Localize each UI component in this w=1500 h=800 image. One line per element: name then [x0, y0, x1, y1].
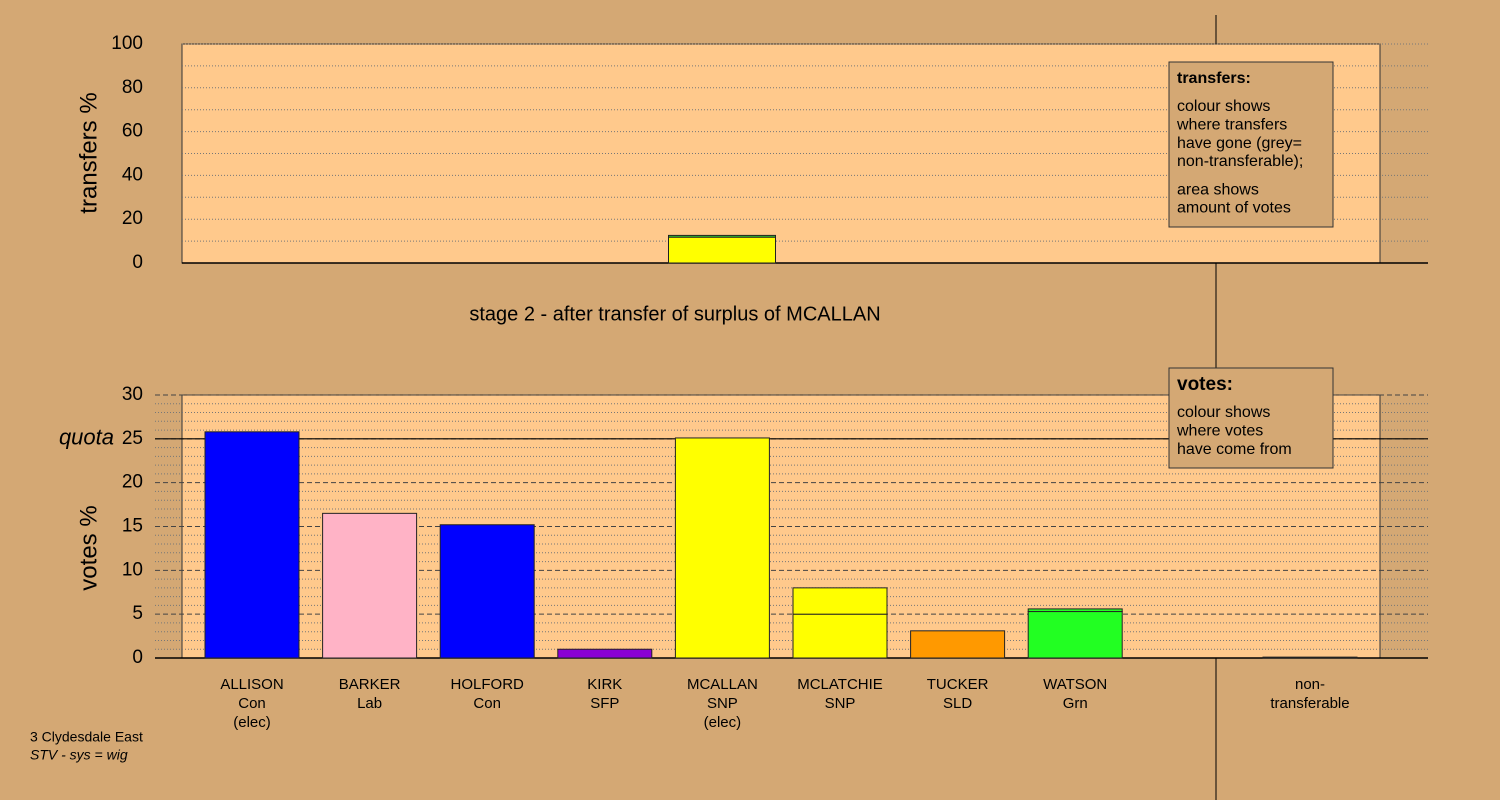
legend-box	[1168, 367, 1334, 469]
x-tick-label: HOLFORD	[451, 676, 525, 693]
bar-segment	[439, 524, 535, 659]
y-tick-label: 20	[122, 208, 143, 229]
x-tick-label: SNP	[825, 695, 856, 712]
legend-text: colour shows	[1177, 404, 1270, 421]
y-tick-label: 5	[132, 603, 143, 624]
x-tick-label: Con	[238, 695, 266, 712]
legend-text: area shows	[1177, 181, 1259, 198]
bar-segment	[322, 512, 418, 659]
y-tick-label: 20	[122, 472, 143, 493]
bar-segment	[204, 431, 300, 659]
legend-text: have come from	[1177, 441, 1292, 458]
chart-title: stage 2 - after transfer of surplus of M…	[469, 303, 880, 325]
y-tick-label: 0	[132, 647, 143, 668]
x-tick-label: SFP	[590, 695, 619, 712]
bar-segment	[668, 236, 776, 264]
bar-segment	[674, 437, 770, 659]
y-tick-label: 100	[111, 33, 143, 54]
legend-text: where votes	[1176, 423, 1263, 440]
y-tick-label: 60	[122, 121, 143, 142]
bar-segment	[668, 234, 776, 238]
y-tick-label: 10	[122, 559, 143, 580]
bar-segment	[1027, 608, 1123, 613]
y-tick-label: 30	[122, 384, 143, 405]
y-tick-label: 0	[132, 252, 143, 273]
y-tick-label: 15	[122, 516, 143, 537]
legend-text: where transfers	[1176, 117, 1287, 134]
bar-segment	[792, 587, 888, 615]
x-tick-label: Con	[473, 695, 501, 712]
legend-text: non-transferable);	[1177, 153, 1303, 170]
x-tick-label: SLD	[943, 695, 972, 712]
legend-title: votes:	[1177, 374, 1233, 395]
bar-segment	[557, 648, 653, 659]
y-tick-label: 80	[122, 77, 143, 98]
x-tick-label: transferable	[1270, 695, 1349, 712]
x-tick-label: KIRK	[587, 676, 622, 693]
x-tick-label: (elec)	[704, 714, 742, 731]
x-tick-label: WATSON	[1043, 676, 1107, 693]
y-axis-label: transfers %	[75, 92, 102, 213]
x-tick-label: MCALLAN	[687, 676, 758, 693]
x-tick-label: ALLISON	[220, 676, 283, 693]
bar-segment	[1262, 656, 1358, 659]
legend-box	[1168, 61, 1334, 228]
x-tick-label: SNP	[707, 695, 738, 712]
footer-line: STV - sys = wig	[30, 747, 128, 763]
x-tick-label: Lab	[357, 695, 382, 712]
legend-text: amount of votes	[1177, 200, 1291, 217]
bar-segment	[910, 630, 1006, 659]
x-tick-label: non-	[1295, 676, 1325, 693]
bar-segment	[1027, 611, 1123, 659]
x-tick-label: MCLATCHIE	[797, 676, 883, 693]
y-axis-label: votes %	[75, 505, 102, 590]
legend-text: have gone (grey=	[1177, 135, 1302, 152]
x-tick-label: (elec)	[233, 714, 271, 731]
x-tick-label: TUCKER	[927, 676, 989, 693]
x-tick-label: BARKER	[339, 676, 401, 693]
y-tick-label: 25	[122, 428, 143, 449]
legend-title: transfers:	[1177, 70, 1251, 87]
footer-line: 3 Clydesdale East	[30, 729, 143, 745]
x-tick-label: Grn	[1063, 695, 1088, 712]
quota-label: quota	[59, 425, 114, 450]
y-tick-label: 40	[122, 164, 143, 185]
bar-segment	[792, 613, 888, 659]
legend-text: colour shows	[1177, 98, 1270, 115]
